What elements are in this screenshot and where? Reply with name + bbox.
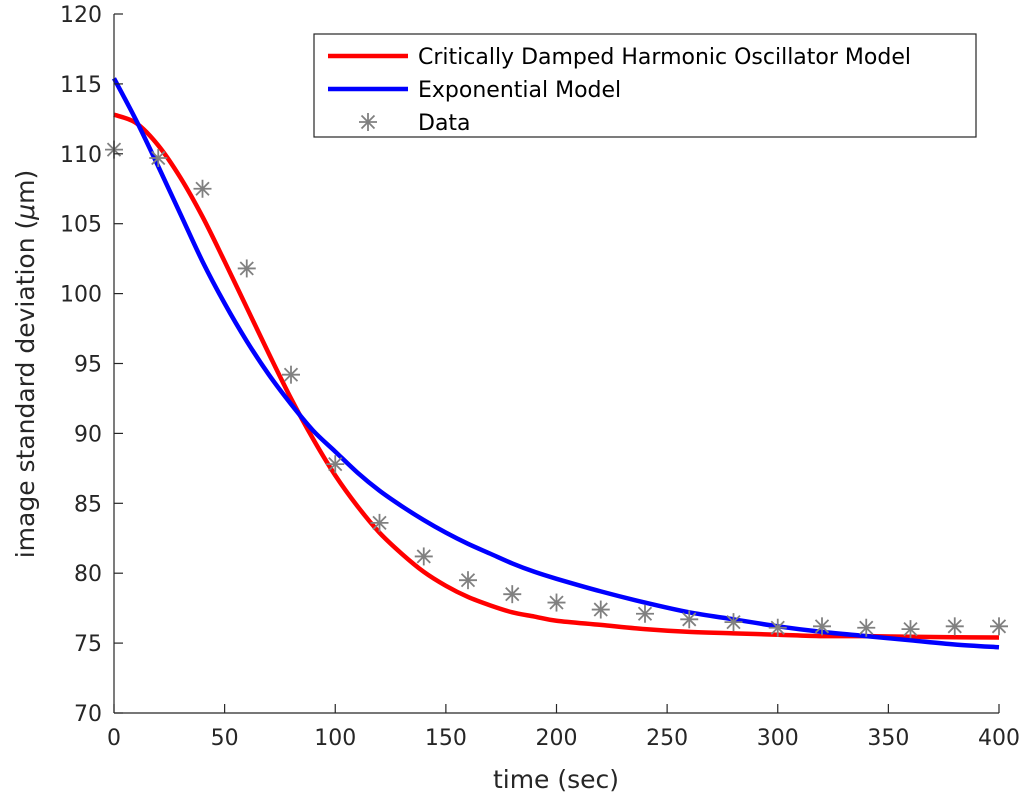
data-point [370,513,389,532]
y-tick-label: 85 [74,492,102,517]
y-tick-label: 120 [60,3,102,28]
plot-area [105,77,1008,650]
data-point [591,600,610,619]
x-tick-label: 0 [107,726,121,751]
x-tick-label: 350 [867,726,909,751]
legend-box [313,33,977,138]
data-point [901,620,920,639]
data-point [945,617,964,636]
x-tick-label: 100 [314,726,356,751]
x-tick-label: 50 [211,726,239,751]
x-axis-title: time (sec) [493,765,619,794]
legend-swatch [359,113,377,131]
data-point [547,593,566,612]
x-tick-label: 400 [978,726,1020,751]
legend-label: Data [418,111,471,136]
y-tick-label: 95 [74,353,102,378]
legend-label: Critically Damped Harmonic Oscillator Mo… [418,45,911,70]
axes: 0 50 100 150 200 250 300 350 400 70 75 80 85 90 95 100 1… [60,3,1020,751]
x-tick-label: 300 [757,726,799,751]
legend: Critically Damped Harmonic Oscillator Mo… [313,33,977,138]
data-point [768,618,787,637]
data-point [149,148,168,167]
data-point [857,618,876,637]
data-point [503,585,522,604]
y-axis-title-prefix: image standard deviation ( [11,220,40,559]
data-point [459,571,477,590]
y-tick-label: 70 [74,702,102,727]
data-point [237,259,256,278]
y-tick-label: 90 [74,422,102,447]
legend-label: Exponential Model [418,78,621,103]
data-point [326,455,345,474]
x-tick-label: 250 [646,726,688,751]
data-point [680,610,699,629]
y-axis-title-suffix: m) [11,170,40,204]
x-tick-label: 150 [425,726,467,751]
x-tick-label: 200 [536,726,578,751]
y-tick-label: 100 [60,283,102,308]
y-axis-title-mu: μ [11,204,40,221]
data-point [724,613,743,632]
data-point [636,604,654,623]
y-tick-label: 110 [60,143,102,168]
y-tick-label: 105 [60,213,102,238]
data-point [813,617,831,636]
data-point [414,547,433,566]
y-tick-label: 75 [74,632,102,657]
data-point [193,179,212,198]
y-tick-label: 80 [74,562,102,587]
y-axis-title: image standard deviation (μm) [11,170,40,559]
data-point [990,617,1008,636]
data-point [282,365,300,384]
y-tick-label: 115 [60,73,102,98]
